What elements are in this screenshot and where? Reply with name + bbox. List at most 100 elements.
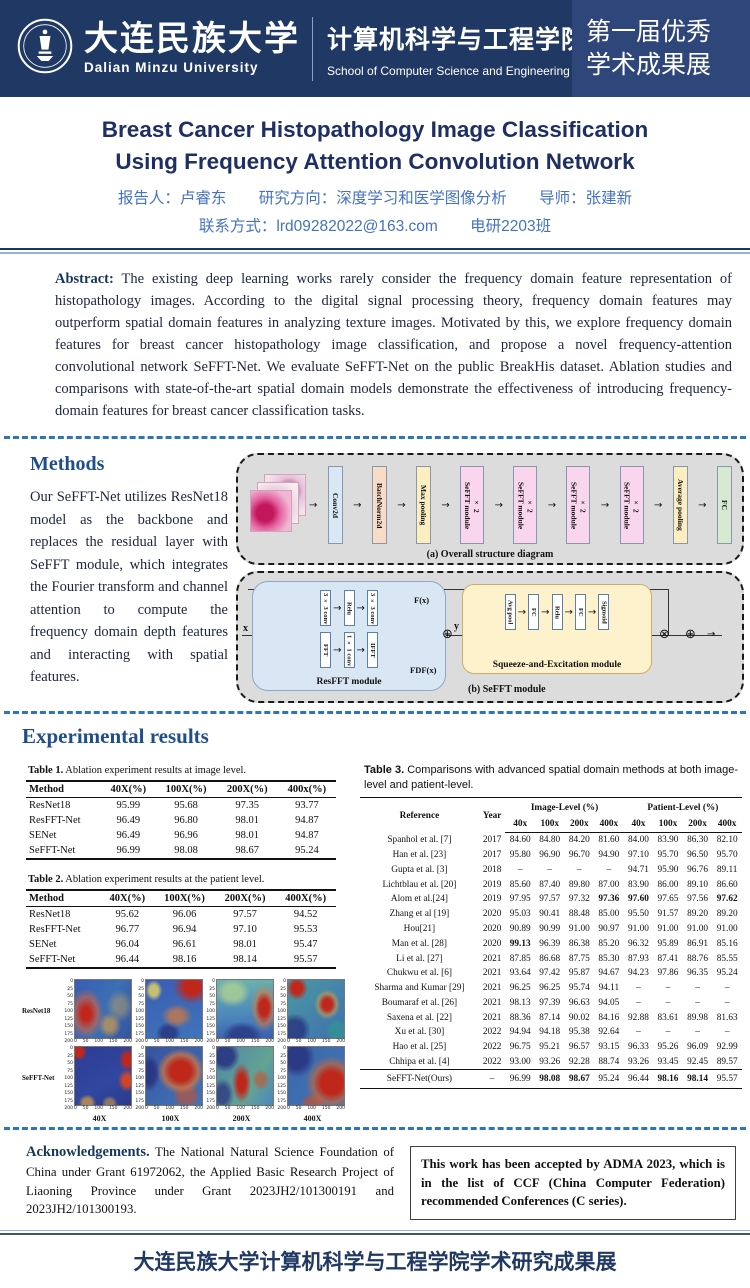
table-cell: 82.10: [716, 835, 738, 846]
table-cell: 90.97: [598, 923, 620, 934]
results-right-column: Table 3. Comparisons with advanced spati…: [360, 759, 742, 1123]
gradcam-heatmap-image: [145, 1046, 203, 1107]
methods-diagrams-column: → Conv2d → BatchNorm2d → Max pooling → SeFFT mo…: [228, 453, 744, 704]
table-cell: 95.57: [712, 1069, 742, 1090]
table-cell: Man et al. [28]: [391, 938, 448, 949]
poster-title-line1: Breast Cancer Histopathology Image Class…: [101, 117, 649, 142]
table-cell: 94.87: [295, 830, 319, 842]
ablation-table-image-level: Method 40X(%) 100X(%) 200X(%) 400x(%) ResNet1…: [26, 780, 336, 861]
table-cell: 95.24: [594, 1069, 624, 1090]
column-header: Reference: [360, 796, 479, 833]
table-cell: 95.87: [568, 968, 590, 979]
table-cell: 92.64: [598, 1027, 620, 1038]
y-tick-label: 75: [280, 1068, 286, 1074]
y-tick-label: 50: [280, 994, 286, 1000]
y-tick-label: 150: [277, 1024, 286, 1030]
x-tick-label: 200: [265, 1039, 274, 1045]
y-tick-label: 100: [277, 1076, 286, 1082]
multiply-junction-icon: ⊗: [659, 627, 670, 643]
x-tick-label: 50: [153, 1106, 160, 1112]
table-cell: 96.39: [539, 938, 561, 949]
table-cell: –: [547, 864, 553, 875]
title-divider-rule: [0, 248, 750, 254]
acknowledgements-block: Acknowledgements. The National Natural S…: [26, 1142, 394, 1219]
table-cell: 95.89: [657, 938, 679, 949]
x-tick-label: 150: [179, 1039, 189, 1045]
section-dashed-divider: [4, 436, 746, 440]
table-cell: 90.02: [568, 1012, 590, 1023]
table-cell: 94.11: [598, 983, 620, 994]
table-row: SENet 96.49 96.96 98.01 94.87: [26, 828, 336, 843]
table-cell: 87.85: [509, 953, 531, 964]
table-cell: 97.86: [657, 968, 679, 979]
table-cell: 98.16: [154, 952, 215, 970]
table-cell: –: [636, 983, 641, 994]
presenter-label: 报告人：卢睿东: [117, 190, 227, 207]
y-tick-label: 75: [209, 1001, 215, 1007]
x-tick-label: 0: [145, 1106, 148, 1112]
table-cell: –: [576, 864, 582, 875]
exhibition-banner: 第一届优秀 学术成果展: [572, 0, 750, 97]
table-cell: –: [478, 1069, 506, 1090]
table-row: ResNet18 95.62 96.06 97.57 94.52: [26, 907, 336, 923]
table-cell: 96.35: [687, 968, 708, 979]
table-cell: 97.62: [716, 894, 738, 905]
x-tick-label: 0: [74, 1039, 77, 1045]
sub-column-header: 400x: [594, 815, 624, 833]
heatmap-resnet18-100x: 0 25 50 75 100 125 150 175 200 0 50 100 150 200: [135, 977, 206, 1044]
table-cell: 91.00: [687, 923, 708, 934]
column-header: 200X(%): [214, 889, 276, 908]
heatmap-resnet18-40x: 0 25 50 75 100 125 150 175 200 0 50 100 150 200: [64, 977, 135, 1044]
module-op-block: Avg pool: [504, 594, 516, 631]
network-layer-block: FC: [716, 466, 732, 545]
table-cell: 90.99: [539, 923, 561, 934]
table-cell: 94.23: [627, 968, 649, 979]
table-cell: Hou[21]: [403, 923, 436, 934]
y-tick-label: 25: [280, 986, 286, 992]
x-tick-label: 100: [236, 1039, 245, 1045]
column-header: 40X(%): [101, 780, 156, 799]
gradcam-heatmap-image: [145, 979, 203, 1040]
table-cell: 84.80: [539, 835, 561, 846]
table-cell: 96.90: [539, 850, 561, 861]
y-tick-label: 50: [209, 994, 215, 1000]
table-cell: 88.74: [598, 1057, 620, 1068]
column-header: 400x(%): [277, 780, 336, 799]
table-cell: 2022: [482, 1027, 502, 1038]
y-tick-label: 200: [64, 1039, 73, 1045]
module-op-block: Relu: [551, 594, 563, 631]
contact-info-line: 联系方式：lrd09282022@163.com 电研2203班: [0, 214, 750, 236]
y-tick-label: 0: [283, 1046, 286, 1052]
table-cell: 94.52: [293, 909, 318, 921]
x-tick-label: 50: [224, 1106, 231, 1112]
table-cell: 81.60: [598, 835, 620, 846]
table-cell: 2020: [482, 938, 502, 949]
table-cell: 86.00: [657, 879, 679, 890]
table-cell: 86.30: [687, 835, 708, 846]
y-tick-label: 175: [64, 1031, 73, 1037]
output-arrow-icon: →: [707, 629, 716, 641]
table-cell: 93.64: [509, 968, 531, 979]
gradcam-heatmap-image: [287, 979, 345, 1040]
se-block-path: Avg pool → FC → Relu → FC → Sigmoid: [463, 594, 651, 631]
x-tick-label: 0: [287, 1106, 290, 1112]
table-cell: 89.20: [716, 909, 738, 920]
footer-text: 大连民族大学计算机科学与工程学院学术研究成果展: [133, 1250, 617, 1274]
table-row: Chukwu et al. [6] 2021 93.64 97.42 95.87 94.6…: [360, 966, 742, 981]
heatmap-row-label: ResNet18: [22, 1006, 51, 1015]
table-cell: 96.25: [509, 983, 531, 994]
network-layer-block: SeFFT module × 2: [460, 466, 485, 545]
diagram-b-caption: (b) SeFFT module: [468, 684, 546, 696]
table-cell: 2017: [482, 850, 502, 861]
table-cell: 95.90: [657, 864, 679, 875]
table-cell: ResFFT-Net: [29, 924, 81, 936]
y-tick-label: 0: [141, 979, 144, 985]
x-tick-label: 200: [123, 1106, 132, 1112]
table-row: Hao et al. [25] 2022 96.75 95.21 96.57 93.15 9…: [360, 1040, 742, 1055]
flow-arrow-icon: →: [333, 644, 342, 656]
x-tick-label: 200: [265, 1106, 274, 1112]
x-tick-label: 150: [321, 1039, 331, 1045]
contact-email: 联系方式：lrd09282022@163.com: [198, 218, 438, 235]
table-row: Saxena et al. [22] 2021 88.36 87.14 90.02 84.…: [360, 1010, 742, 1025]
